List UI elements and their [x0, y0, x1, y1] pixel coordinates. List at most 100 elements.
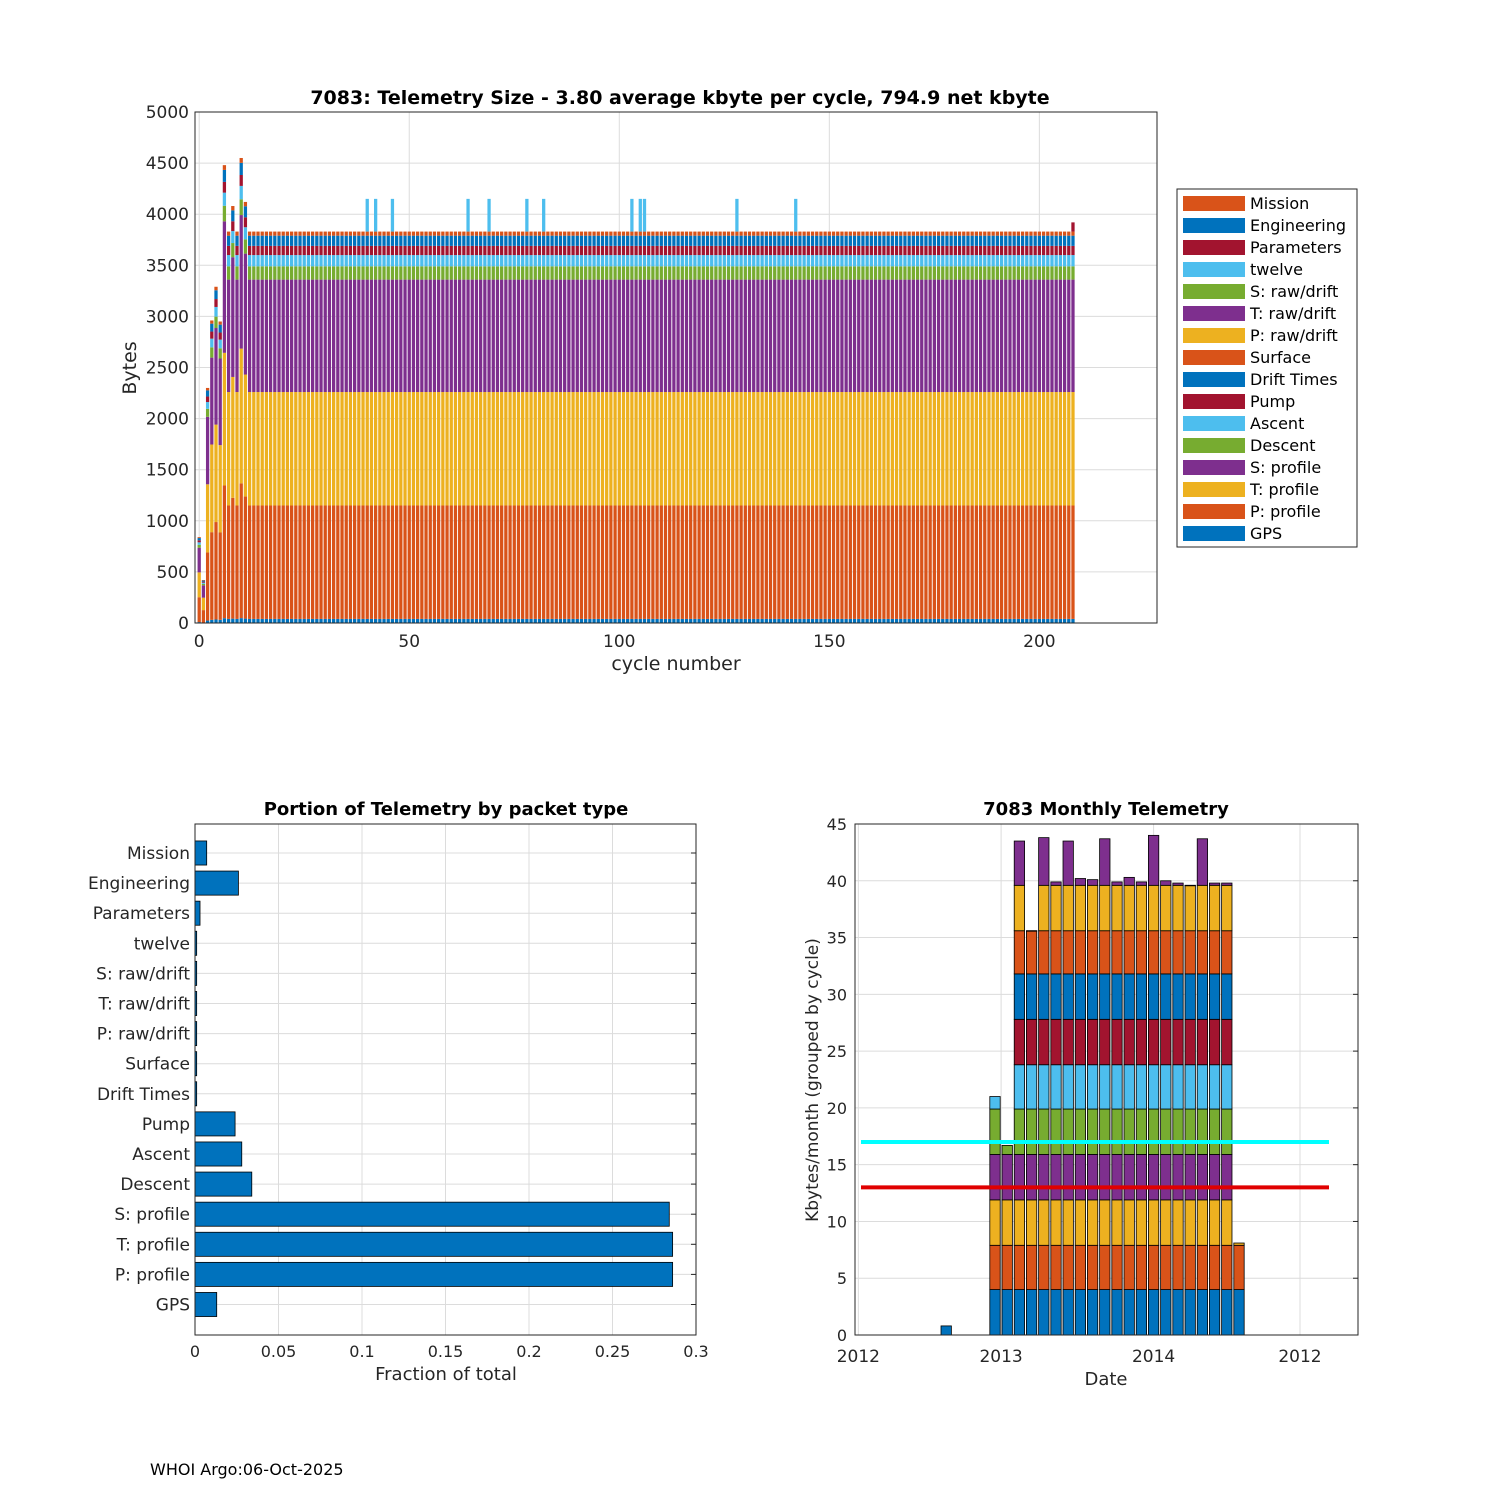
bar-segment [676, 618, 680, 623]
bar-segment [1071, 505, 1075, 619]
bar-segment [777, 255, 781, 267]
bar-segment [500, 505, 504, 619]
bar-segment [504, 392, 508, 506]
bar-segment [521, 392, 525, 506]
bar-segment [1221, 973, 1233, 1020]
bar-segment [273, 392, 277, 506]
bar-segment [428, 266, 432, 280]
bar-segment [983, 279, 987, 393]
bar-segment [445, 618, 449, 623]
bar-segment [571, 245, 575, 256]
bar-segment [567, 392, 571, 506]
bar-segment [525, 198, 529, 232]
bar-segment [424, 235, 428, 246]
bar-segment [571, 505, 575, 619]
bar-segment [941, 235, 945, 246]
bar-segment [268, 266, 273, 280]
bar-segment [710, 235, 714, 246]
bar-segment [1160, 1018, 1172, 1066]
bar-segment [1062, 884, 1074, 932]
bar-segment [600, 235, 605, 246]
bar-segment [659, 279, 663, 393]
bar-segment [529, 266, 533, 280]
bar-segment [831, 505, 836, 619]
legend-swatch [1183, 482, 1245, 497]
bar-segment [357, 505, 361, 619]
bar-segment [550, 505, 554, 619]
bar-segment [466, 255, 470, 267]
bar-segment [424, 279, 428, 393]
chart-title: Portion of Telemetry by packet type [264, 799, 629, 820]
bar-segment [445, 266, 449, 280]
bar-segment [1012, 245, 1016, 256]
bar-segment [483, 279, 487, 393]
bar-segment [613, 245, 617, 256]
bar-segment [651, 266, 655, 280]
bar-segment [554, 231, 558, 236]
bar-segment [1209, 1154, 1221, 1201]
bar-segment [1209, 1244, 1221, 1290]
bar-segment [1025, 231, 1029, 236]
bar-segment [491, 505, 495, 619]
bar-segment [756, 279, 760, 393]
bar-segment [546, 255, 550, 267]
bar-segment [684, 392, 689, 506]
bar-segment [941, 618, 945, 623]
bar-segment [899, 392, 903, 506]
bar-segment [357, 245, 361, 256]
bar-segment [474, 266, 479, 280]
bar-segment [987, 279, 991, 393]
bar-segment [894, 279, 899, 393]
bar-segment [836, 231, 840, 236]
bar-segment [386, 505, 390, 619]
bar-segment [466, 231, 470, 236]
bar-segment [390, 505, 395, 619]
bar-segment [907, 255, 911, 267]
bar-segment [365, 392, 369, 506]
bar-segment [1050, 245, 1054, 256]
bar-segment [340, 392, 344, 506]
bar-segment [1071, 279, 1075, 393]
bar-segment [1012, 255, 1016, 267]
portion-by-packet-chart: 0 0.05 0.1 0.15 0.2 0.25 0.3MissionEngineering… [88, 799, 709, 1385]
bar-segment [1012, 505, 1016, 619]
bar-segment [264, 245, 269, 256]
bar-segment [899, 255, 903, 267]
bar-segment [1135, 1244, 1147, 1290]
bar-segment [298, 266, 302, 280]
bar-segment [899, 266, 903, 280]
bar-segment [357, 255, 361, 267]
bar-segment [899, 231, 903, 236]
bar-segment [588, 235, 592, 246]
bar-segment [382, 279, 386, 393]
bar-segment [655, 235, 659, 246]
legend-swatch [1183, 526, 1245, 541]
bar-segment [836, 618, 840, 623]
bar-segment [416, 392, 420, 506]
y-tick-label: Ascent [132, 1145, 190, 1165]
bar-segment [260, 618, 264, 623]
bar-segment [890, 618, 894, 623]
bar-segment [470, 266, 474, 280]
bar-segment [823, 231, 827, 236]
bar-segment [642, 279, 647, 393]
bar-segment [642, 235, 647, 246]
bar-segment [201, 597, 206, 611]
bar-segment [407, 279, 411, 393]
bar-segment [411, 255, 416, 267]
bar-segment [264, 392, 269, 506]
bar-segment [936, 231, 941, 236]
bar-segment [546, 266, 550, 280]
bar-segment [1041, 618, 1046, 623]
y-tick-label: 0 [178, 614, 189, 634]
bar-segment [626, 255, 630, 267]
bar-segment [819, 245, 823, 256]
bar-segment [1123, 1064, 1135, 1110]
bar-segment [810, 245, 815, 256]
bar-segment [508, 235, 512, 246]
bar-segment [1221, 1289, 1233, 1336]
bar-segment [441, 266, 445, 280]
bar-segment [1041, 231, 1046, 236]
bar-segment [777, 266, 781, 280]
bar-segment [331, 392, 336, 506]
